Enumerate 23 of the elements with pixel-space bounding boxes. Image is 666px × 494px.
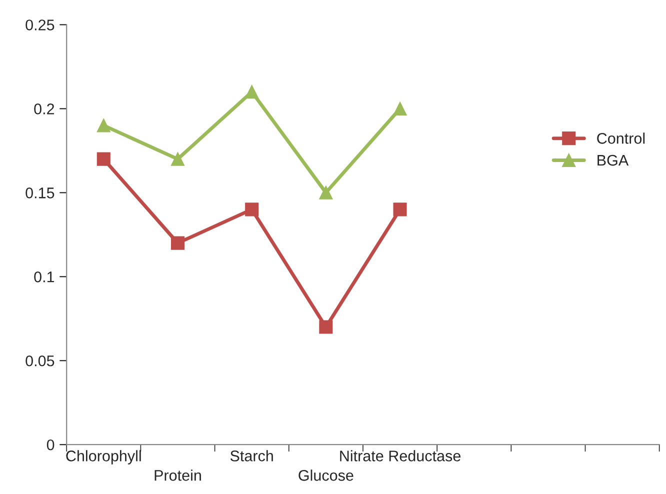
legend-label: Control (597, 132, 645, 144)
point (245, 202, 259, 216)
point (170, 152, 185, 166)
x-tick-label: Glucose (298, 470, 354, 481)
x-tick-label: Starch (230, 450, 273, 462)
x-tick-label: Protein (154, 470, 201, 481)
y-tick-label: 0 (46, 439, 54, 450)
point (245, 85, 259, 99)
point (170, 236, 185, 250)
y-tick-label: 0.1 (34, 272, 54, 282)
y-tick-label: 0.05 (26, 355, 54, 366)
point (96, 152, 110, 166)
x-tick-label: Nitrate Reductase (340, 450, 460, 462)
legend-label: BGA (598, 154, 629, 166)
point (96, 118, 110, 132)
y-tick-label: 0.15 (26, 188, 54, 198)
point (319, 186, 333, 200)
point (393, 202, 407, 216)
point (393, 102, 407, 116)
point (319, 320, 333, 334)
x-tick-label: Chlorophyll (66, 450, 141, 464)
y-tick-label: 0.2 (34, 104, 54, 114)
y-tick-label: 0.25 (26, 20, 54, 30)
